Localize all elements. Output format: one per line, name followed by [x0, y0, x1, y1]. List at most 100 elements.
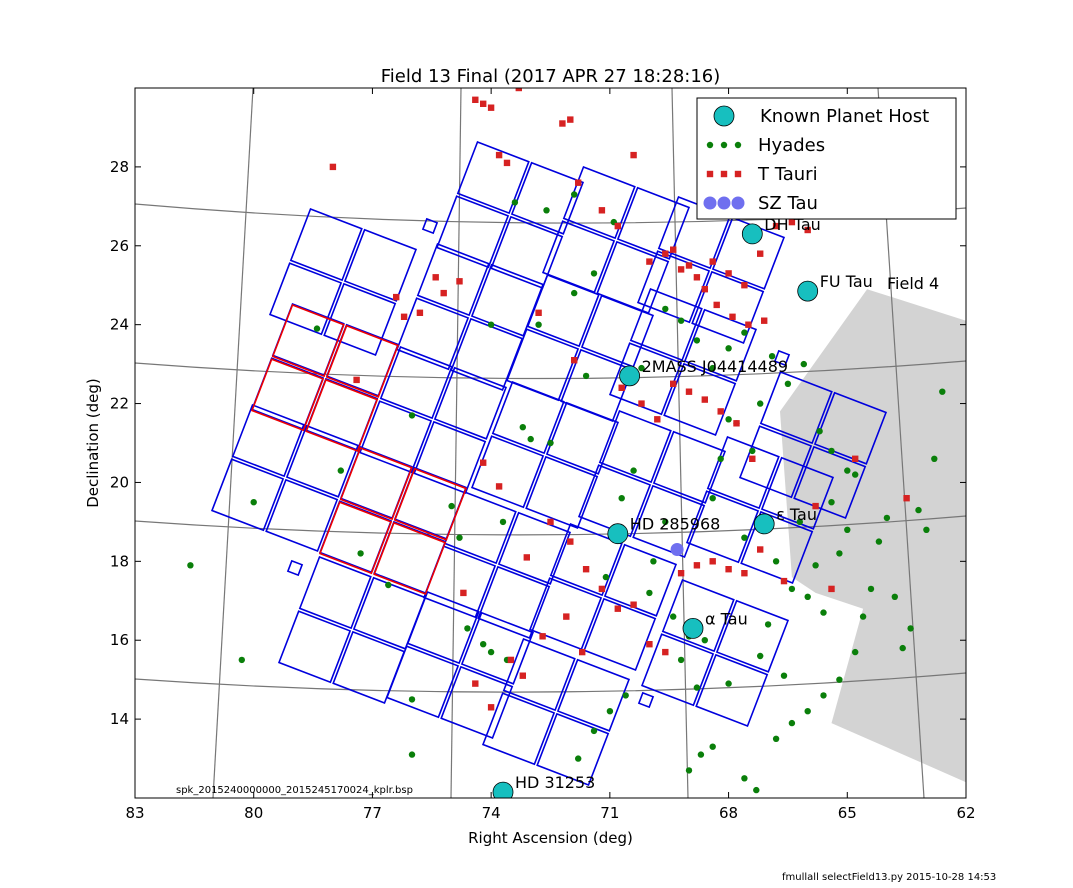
hyades-point — [590, 727, 598, 735]
hyades-point — [804, 708, 811, 715]
hyades-points — [187, 191, 946, 794]
hyades-point — [780, 672, 788, 679]
hyades-point — [313, 325, 321, 332]
x-tick-label: 80 — [244, 804, 263, 822]
t-tauri-point — [487, 704, 495, 711]
grid-ra-line — [671, 88, 689, 798]
t-tauri-point — [567, 116, 574, 123]
hyades-point — [804, 593, 811, 600]
ccd-outline — [616, 186, 691, 260]
ccd-outline — [683, 308, 758, 382]
hyades-point — [757, 400, 764, 407]
hyades-point — [709, 495, 716, 502]
hyades-point — [487, 321, 495, 328]
t-tauri-point — [725, 566, 732, 573]
x-tick-label: 77 — [363, 804, 382, 822]
ccd-outline — [231, 403, 305, 478]
planet-host-label: HD 31253 — [515, 773, 595, 792]
t-tauri-point — [662, 648, 669, 656]
ccd-outline — [491, 380, 565, 455]
t-tauri-point — [400, 313, 408, 320]
legend-marker — [731, 196, 745, 210]
hyades-point — [448, 502, 455, 510]
planet-host-label: DH Tau — [764, 215, 821, 234]
t-tauri-point — [646, 641, 653, 648]
hyades-point — [519, 424, 526, 431]
ccd-outline — [406, 590, 480, 665]
hyades-point — [820, 609, 827, 616]
ccd-outline — [440, 665, 514, 740]
sz-tau-points — [670, 543, 684, 556]
t-tauri-point — [614, 222, 621, 230]
hyades-point — [709, 364, 716, 372]
t-tauri-point — [571, 357, 578, 364]
planet-host-point — [607, 523, 629, 545]
hyades-point — [571, 191, 578, 198]
ccd-outline — [536, 712, 610, 787]
ccd-outline — [740, 510, 814, 585]
spk-file-label: spk_2015240000000_2015245170024_kplr.bsp — [176, 785, 413, 796]
ccd-outline — [526, 273, 600, 348]
t-tauri-point — [440, 289, 447, 297]
ccd-outline — [510, 161, 585, 235]
hyades-point — [852, 648, 859, 656]
grid-dec-line — [135, 360, 966, 380]
ccd-outline — [470, 435, 545, 509]
hyades-point — [590, 270, 598, 277]
t-tauri-point — [472, 96, 479, 103]
ccd-outline — [715, 599, 790, 673]
t-tauri-point — [507, 656, 515, 664]
hyades-point — [725, 416, 732, 423]
t-tauri-point — [828, 585, 835, 593]
ccd-outline — [629, 287, 703, 362]
planet-host-point — [619, 365, 640, 387]
hyades-point — [238, 656, 245, 664]
t-tauri-point — [701, 396, 708, 403]
t-tauri-point — [539, 633, 546, 640]
hyades-point — [527, 435, 534, 443]
ccd-outline — [460, 611, 535, 685]
hyades-point — [757, 652, 764, 660]
hyades-point — [844, 526, 851, 533]
t-tauri-point — [903, 495, 910, 502]
hyades-point — [677, 317, 685, 324]
x-tick-label: 71 — [600, 804, 619, 822]
ccd-outline — [502, 637, 576, 712]
x-tick-label: 68 — [719, 804, 738, 822]
ccd-outline — [608, 342, 683, 416]
hyades-point — [772, 558, 780, 565]
t-tauri-point — [701, 286, 708, 293]
y-tick-label: 24 — [110, 316, 129, 334]
x-tick-label: 74 — [482, 804, 501, 822]
hyades-point — [685, 767, 693, 774]
footer-credit: fmullall selectField13.py 2015-10-28 14:… — [782, 872, 996, 883]
t-tauri-point — [745, 321, 752, 328]
t-tauri-point — [353, 376, 360, 384]
t-tauri-point — [614, 605, 621, 612]
planet-host-point — [797, 280, 819, 302]
legend-label: SZ Tau — [758, 193, 818, 214]
t-tauri-point — [670, 246, 677, 253]
t-tauri-point — [757, 546, 764, 553]
grid-dec-line — [135, 515, 966, 536]
hyades-point — [915, 506, 922, 514]
y-axis-label: Declination (deg) — [84, 378, 102, 508]
hyades-point — [828, 447, 835, 455]
ccd-outline — [583, 597, 657, 672]
ccd-outline — [549, 522, 623, 597]
t-tauri-point — [480, 459, 487, 466]
t-tauri-point — [717, 408, 724, 415]
t-tauri-point — [670, 380, 677, 387]
hyades-point — [844, 467, 851, 474]
t-tauri-point — [772, 222, 780, 230]
t-tauri-points — [329, 88, 910, 711]
t-tauri-point — [535, 309, 542, 316]
t-tauri-point — [685, 388, 693, 395]
hyades-point — [701, 637, 708, 644]
hyades-point — [784, 380, 792, 387]
ccd-outline — [373, 521, 447, 596]
t-tauri-point — [646, 258, 653, 265]
hyades-point — [923, 526, 930, 533]
ccd-outline — [577, 464, 652, 538]
hyades-point — [606, 708, 614, 715]
